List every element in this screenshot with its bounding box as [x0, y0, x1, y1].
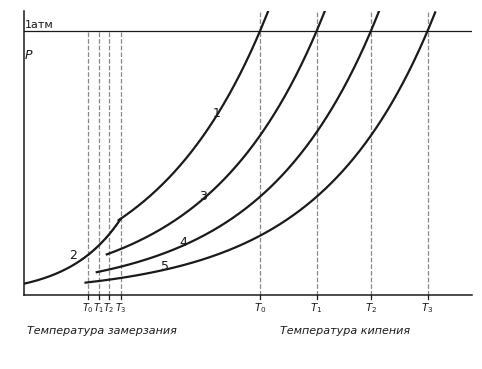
Text: 5: 5	[161, 260, 169, 273]
Text: $T_0$: $T_0$	[254, 301, 266, 315]
Text: 1атм: 1атм	[25, 20, 54, 30]
Text: $T_2$: $T_2$	[103, 301, 115, 315]
Text: $T_1$: $T_1$	[310, 301, 323, 315]
Text: Температура замерзания: Температура замерзания	[27, 327, 177, 337]
Text: $T_1$: $T_1$	[93, 301, 105, 315]
Text: $T_2$: $T_2$	[365, 301, 377, 315]
Text: $T_0$: $T_0$	[82, 301, 94, 315]
Text: 2: 2	[69, 249, 77, 262]
Text: $T_3$: $T_3$	[421, 301, 434, 315]
Text: 4: 4	[180, 235, 187, 249]
Text: Температура кипения: Температура кипения	[280, 327, 410, 337]
Text: $T_3$: $T_3$	[115, 301, 127, 315]
Text: P: P	[25, 49, 33, 62]
Text: 3: 3	[199, 190, 207, 203]
Text: 1: 1	[213, 107, 221, 120]
